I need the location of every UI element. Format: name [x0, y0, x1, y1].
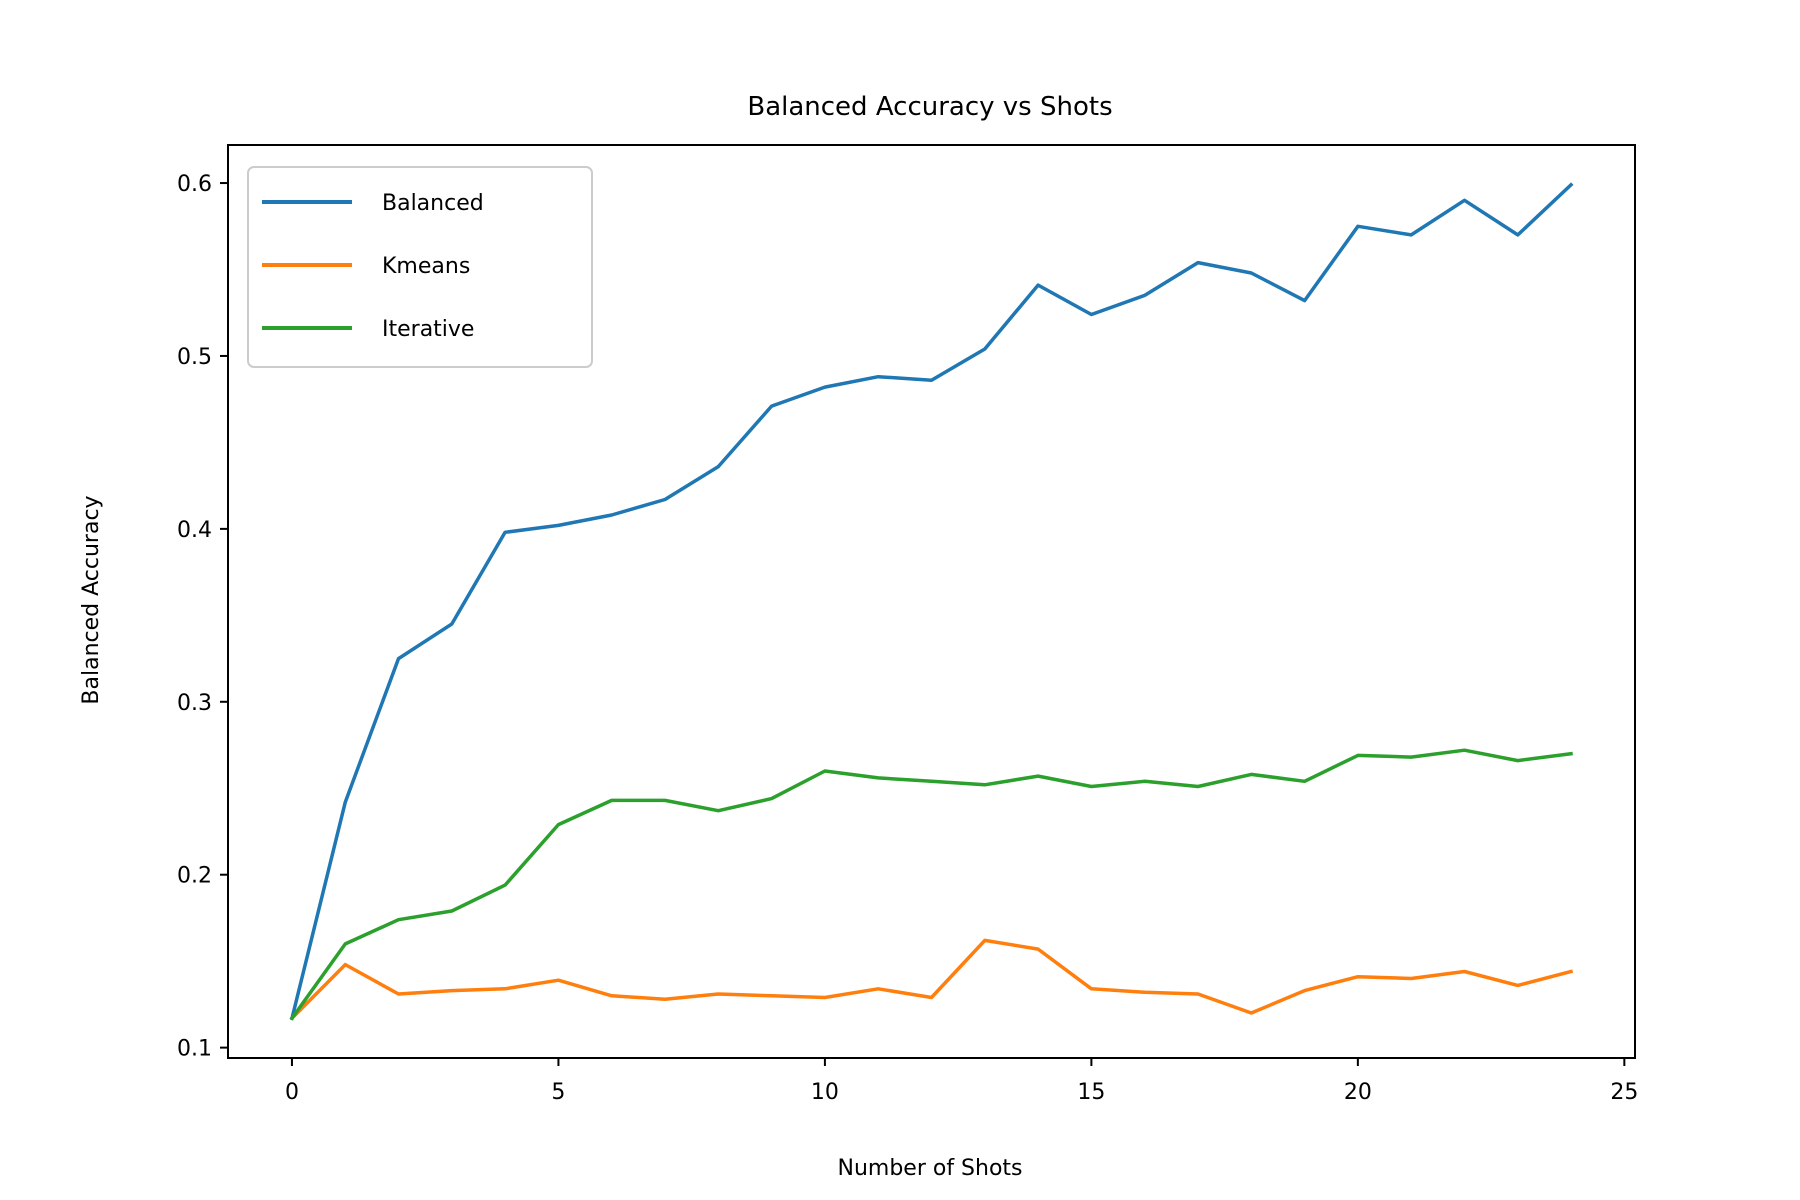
- x-axis-ticks: 0 5 10 15 20 25: [285, 1058, 1638, 1105]
- y-tick-label: 0.5: [177, 345, 212, 370]
- plot-area: 0 5 10 15 20 25 0.1 0.2 0.3 0.4 0.5 0.6: [177, 144, 1638, 1105]
- series-line-iterative: [289, 748, 1573, 1021]
- series-line-kmeans: [289, 938, 1574, 1021]
- x-tick-label: 20: [1344, 1080, 1372, 1105]
- legend-label-kmeans: Kmeans: [382, 254, 470, 279]
- y-axis-label: Balanced Accuracy: [79, 495, 104, 704]
- x-tick-label: 0: [285, 1080, 299, 1105]
- axes-frame: [227, 144, 1636, 1059]
- series-line-balanced: [289, 182, 1574, 1021]
- y-axis-ticks: 0.1 0.2 0.3 0.4 0.5 0.6: [177, 172, 228, 1062]
- x-tick-label: 10: [811, 1080, 839, 1105]
- legend-label-balanced: Balanced: [382, 191, 484, 216]
- series-layer: [289, 182, 1574, 1021]
- y-tick-label: 0.3: [177, 691, 212, 716]
- y-tick-label: 0.4: [177, 518, 212, 543]
- chart-title: Balanced Accuracy vs Shots: [747, 92, 1112, 122]
- x-axis-label: Number of Shots: [837, 1156, 1022, 1181]
- legend-label-iterative: Iterative: [382, 317, 474, 342]
- x-tick-label: 25: [1610, 1080, 1638, 1105]
- y-tick-label: 0.2: [177, 864, 212, 889]
- y-tick-label: 0.1: [177, 1037, 212, 1062]
- legend-box: [247, 166, 593, 368]
- y-tick-label: 0.6: [177, 172, 212, 197]
- x-tick-label: 15: [1077, 1080, 1105, 1105]
- legend: Balanced Kmeans Iterative: [247, 166, 593, 368]
- x-tick-label: 5: [551, 1080, 565, 1105]
